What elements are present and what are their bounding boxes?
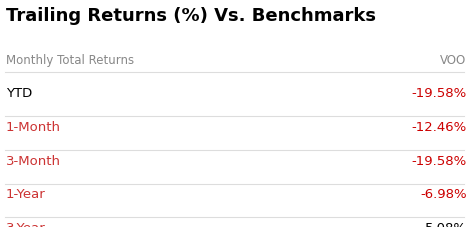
Text: -12.46%: -12.46% bbox=[411, 121, 467, 134]
Text: Trailing Returns (%) Vs. Benchmarks: Trailing Returns (%) Vs. Benchmarks bbox=[6, 7, 376, 25]
Text: -19.58%: -19.58% bbox=[411, 155, 467, 168]
Text: 1-Month: 1-Month bbox=[6, 121, 61, 134]
Text: 1-Year: 1-Year bbox=[6, 188, 45, 201]
Text: -19.58%: -19.58% bbox=[411, 87, 467, 100]
Text: 3-Month: 3-Month bbox=[6, 155, 61, 168]
Text: 3-Year: 3-Year bbox=[6, 222, 45, 227]
Text: VOO: VOO bbox=[440, 54, 467, 67]
Text: 5.08%: 5.08% bbox=[424, 222, 467, 227]
Text: YTD: YTD bbox=[6, 87, 32, 100]
Text: Monthly Total Returns: Monthly Total Returns bbox=[6, 54, 134, 67]
Text: -6.98%: -6.98% bbox=[420, 188, 467, 201]
